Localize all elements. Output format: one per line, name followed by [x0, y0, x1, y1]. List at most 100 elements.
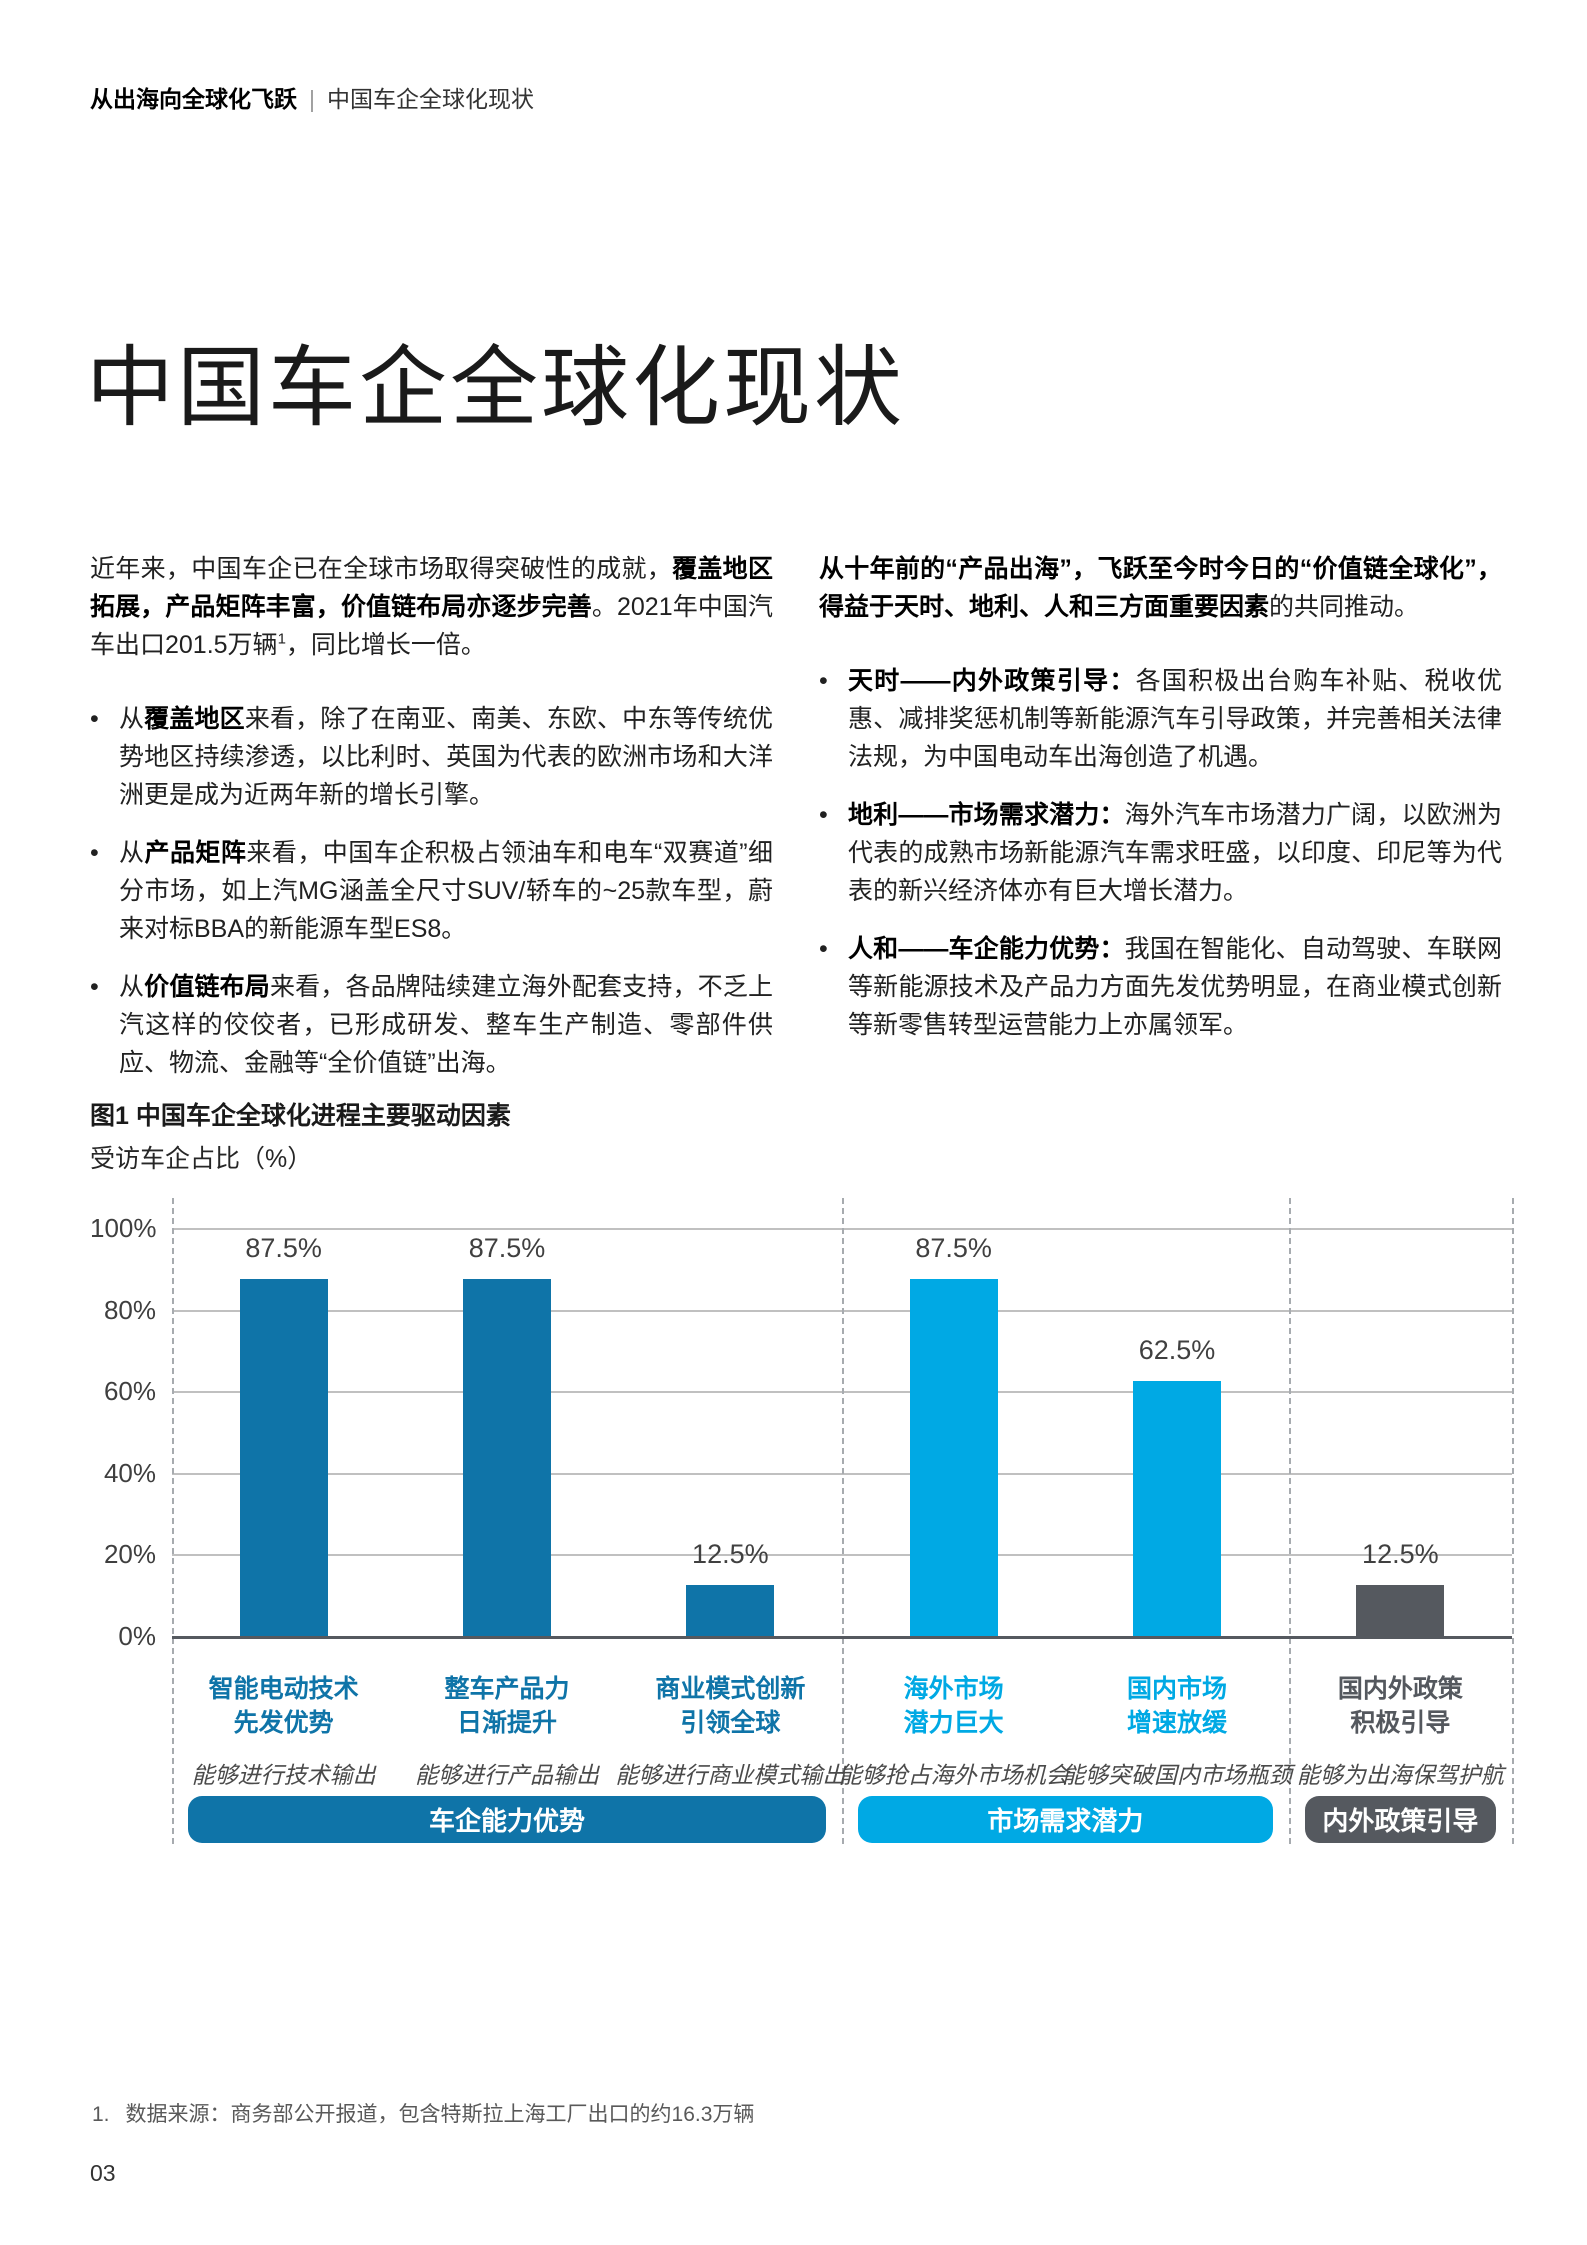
body-text: 从 — [119, 705, 145, 733]
emphasis-text: 覆盖地区拓展，产品矩阵丰富，价值链布局亦逐步完善 — [90, 555, 773, 621]
page-number: 03 — [90, 2160, 116, 2186]
bar-sublabel: 能够为出海保驾护航 — [1296, 1762, 1504, 1788]
body-columns: 近年来，中国车企已在全球市场取得突破性的成就，覆盖地区拓展，产品矩阵丰富，价值链… — [90, 550, 1502, 1102]
header-section-title: 从出海向全球化飞跃 — [90, 86, 297, 112]
footnote-text: 数据来源：商务部公开报道，包含特斯拉上海工厂出口的约16.3万辆 — [125, 2103, 755, 2126]
bullet-text: 从价值链布局来看，各品牌陆续建立海外配套支持，不乏上汽这样的佼佼者，已形成研发、… — [119, 968, 773, 1082]
chart-plot: 87.5% 智能电动技术 先发优势能够进行技术输出 87.5% 整车产品力日渐提升能够进… — [172, 1196, 1514, 1856]
category-label-line: 智能电动技术 — [208, 1675, 359, 1703]
bar-category-label: 国内外政策 积极引导 — [1284, 1672, 1516, 1740]
body-text: 我国在智能化、自动驾驶、车联网等新能源技术及产品力方面先发优势明显，在商业模式创… — [848, 935, 1502, 1039]
category-label-line: 日渐提升 — [456, 1709, 557, 1737]
bar — [1133, 1381, 1221, 1636]
bullet-item: 天时——内外政策引导：各国积极出台购车补贴、税收优惠、减排奖惩机制等新能源汽车引… — [819, 662, 1502, 776]
intro-paragraph-left: 近年来，中国车企已在全球市场取得突破性的成就，覆盖地区拓展，产品矩阵丰富，价值链… — [90, 550, 773, 664]
bullet-marker — [819, 662, 848, 776]
bar-value-label: 62.5% — [1138, 1335, 1216, 1365]
footnote-reference: 1 — [277, 630, 286, 648]
bar-category-label: 智能电动技术 先发优势 — [168, 1672, 400, 1740]
group-separator — [1512, 1198, 1514, 1844]
bullet-item: 地利——市场需求潜力：海外汽车市场潜力广阔，以欧洲为代表的成熟市场新能源汽车需求… — [819, 796, 1502, 910]
body-text: 来看，除了在南亚、南美、东欧、中东等传统优势地区持续渗透，以比利时、英国为代表的… — [119, 705, 773, 809]
bullet-marker — [90, 968, 119, 1082]
bar-chart: 0% 20% 40% 60% 80% 100% 87.5% 智能电动技术 先发优势 能够进行技术… — [90, 1196, 1514, 1876]
footnote-marker: 1. — [92, 2103, 110, 2126]
header-chapter-title: 中国车企全球化现状 — [326, 86, 534, 112]
figure-title: 图1 中国车企全球化进程主要驱动因素 — [90, 1102, 511, 1130]
body-text: 从 — [119, 973, 145, 1001]
bar — [686, 1585, 775, 1636]
category-label-line: 国内市场 — [1126, 1675, 1227, 1703]
bullet-text: 天时——内外政策引导：各国积极出台购车补贴、税收优惠、减排奖惩机制等新能源汽车引… — [848, 662, 1502, 776]
bar — [239, 1279, 328, 1636]
bullet-item: 从价值链布局来看，各品牌陆续建立海外配套支持，不乏上汽这样的佼佼者，已形成研发、… — [90, 968, 773, 1082]
bar-value-label: 87.5% — [245, 1233, 322, 1263]
y-tick-label: 60% — [103, 1376, 156, 1407]
bullet-marker — [90, 834, 119, 948]
emphasis-text: 从十年前的“产品出海”，飞跃至今时今日的“价值链全球化”，得益于天时、地利、人和… — [819, 555, 1502, 621]
emphasis-text: 产品矩阵 — [144, 839, 247, 867]
body-text: 近年来，中国车企已在全球市场取得突破性的成就， — [90, 555, 673, 583]
bullet-item: 从产品矩阵来看，中国车企积极占领油车和电车“双赛道”细分市场，如上汽MG涵盖全尺… — [90, 834, 773, 948]
bar-sublabel: 能够进行商业模式输出 — [615, 1762, 846, 1788]
y-tick-label: 0% — [118, 1621, 156, 1651]
bar-sublabel: 能够进行技术输出 — [191, 1762, 376, 1788]
figure-subtitle: 受访车企占比（%） — [90, 1145, 313, 1173]
body-text: 从 — [119, 839, 145, 867]
emphasis-text: 覆盖地区 — [144, 705, 245, 733]
category-label-line: 潜力巨大 — [903, 1709, 1004, 1737]
page-header: 从出海向全球化飞跃 | 中国车企全球化现状 — [90, 80, 534, 114]
group-separator — [1288, 1198, 1291, 1844]
body-text: 各国积极出台购车补贴、税收优惠、减排奖惩机制等新能源汽车引导政策，并完善相关法律… — [848, 667, 1502, 771]
bullet-text: 地利——市场需求潜力：海外汽车市场潜力广阔，以欧洲为代表的成熟市场新能源汽车需求… — [848, 796, 1502, 910]
bar — [909, 1279, 998, 1636]
bullet-marker — [819, 796, 848, 910]
category-label-line: 国内外政策 — [1337, 1675, 1463, 1703]
group-separator — [842, 1198, 844, 1844]
category-label-line: 先发优势 — [233, 1709, 334, 1737]
gridline-0 — [172, 1636, 1512, 1639]
bullet-text: 从产品矩阵来看，中国车企积极占领油车和电车“双赛道”细分市场，如上汽MG涵盖全尺… — [119, 834, 773, 948]
bar — [463, 1279, 551, 1636]
y-tick-label: 40% — [103, 1457, 156, 1488]
body-text: 来看，中国车企积极占领油车和电车“双赛道”细分市场，如上汽MG涵盖全尺寸SUV/… — [119, 839, 773, 943]
bar-category-label: 国内市场 增速放缓 — [1061, 1672, 1293, 1740]
bar — [1356, 1585, 1445, 1636]
category-label-line: 海外市场 — [903, 1675, 1004, 1703]
left-column: 近年来，中国车企已在全球市场取得突破性的成就，覆盖地区拓展，产品矩阵丰富，价值链… — [90, 550, 773, 1102]
bullet-marker — [819, 930, 848, 1044]
y-tick-label: 80% — [103, 1294, 156, 1325]
bar-category-label: 整车产品力 日渐提升 — [391, 1672, 623, 1740]
bullet-marker — [90, 700, 119, 814]
bullet-text: 从覆盖地区来看，除了在南亚、南美、东欧、中东等传统优势地区持续渗透，以比利时、英… — [119, 700, 773, 814]
emphasis-text: 价值链布局 — [144, 973, 270, 1001]
emphasis-text: 人和——车企能力优势： — [848, 935, 1125, 963]
category-label-line: 增速放缓 — [1126, 1709, 1227, 1737]
bar-sublabel: 能够突破国内市场瓶颈 — [1062, 1762, 1292, 1788]
category-label-line: 整车产品力 — [444, 1675, 570, 1703]
category-label-line: 积极引导 — [1350, 1709, 1451, 1737]
bar-category-label: 海外市场 潜力巨大 — [838, 1672, 1070, 1740]
body-text: 。2021年中国汽车出口201.5万辆 — [90, 593, 773, 659]
bar-sublabel: 能够抢占海外市场机会 — [838, 1762, 1069, 1788]
header-divider: | — [309, 86, 315, 112]
bullet-text: 人和——车企能力优势：我国在智能化、自动驾驶、车联网等新能源技术及产品力方面先发… — [848, 930, 1502, 1044]
body-text: ，同比增长一倍。 — [285, 631, 486, 659]
intro-paragraph-right: 从十年前的“产品出海”，飞跃至今时今日的“价值链全球化”，得益于天时、地利、人和… — [819, 550, 1502, 626]
bar-value-label: 87.5% — [468, 1233, 546, 1263]
bar-value-label: 12.5% — [692, 1539, 769, 1569]
footnote: 1. 数据来源：商务部公开报道，包含特斯拉上海工厂出口的约16.3万辆 — [92, 2098, 754, 2128]
category-label-line: 商业模式创新 — [655, 1675, 806, 1703]
bar-category-label: 商业模式创新 引领全球 — [614, 1672, 846, 1740]
group-pill: 市场需求潜力 — [858, 1796, 1273, 1843]
bar-value-label: 87.5% — [915, 1233, 992, 1263]
y-axis-labels: 0% 20% 40% 60% 80% 100% — [90, 1196, 157, 1856]
group-pill: 内外政策引导 — [1304, 1796, 1496, 1843]
bullet-item: 从覆盖地区来看，除了在南亚、南美、东欧、中东等传统优势地区持续渗透，以比利时、英… — [90, 700, 773, 814]
category-label-line: 引领全球 — [680, 1709, 781, 1737]
body-text: 海外汽车市场潜力广阔，以欧洲为代表的成熟市场新能源汽车需求旺盛，以印度、印尼等为… — [848, 801, 1502, 905]
page-title: 中国车企全球化现状 — [86, 338, 906, 437]
bar-sublabel: 能够进行产品输出 — [415, 1762, 599, 1788]
emphasis-text: 天时——内外政策引导： — [848, 667, 1136, 695]
